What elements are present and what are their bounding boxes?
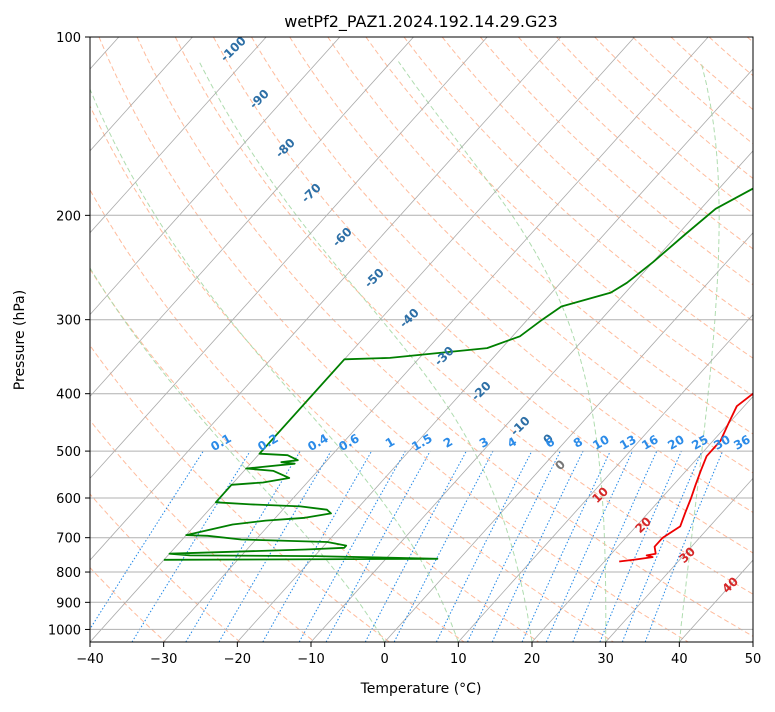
moist-adiabat-line bbox=[398, 62, 605, 643]
mixing-ratio-line bbox=[645, 451, 723, 642]
mixing-ratio-line bbox=[132, 451, 250, 642]
mixing-ratio-label: 0.4 bbox=[305, 431, 330, 454]
x-tick-label: −20 bbox=[224, 652, 251, 667]
dry-adiabat-line bbox=[0, 37, 389, 642]
y-tick-label: 100 bbox=[56, 31, 81, 46]
mixing-ratio-label: 20 bbox=[665, 432, 686, 452]
y-tick-label: 1000 bbox=[48, 623, 81, 638]
dry-adiabat-label: -100 bbox=[218, 34, 249, 65]
y-tick-label: 500 bbox=[56, 445, 81, 460]
mixing-ratio-line bbox=[326, 451, 430, 642]
isotherm-line bbox=[458, 37, 775, 642]
line-labels-layer: -100-90-80-70-60-50-40-30-20-10010203040… bbox=[208, 34, 752, 596]
dry-adiabat-line bbox=[442, 37, 775, 642]
mixing-ratio-label: 1 bbox=[383, 434, 397, 450]
x-tick-label: 10 bbox=[450, 652, 467, 667]
mixing-ratio-label: 10 bbox=[590, 432, 611, 452]
isotherm-line bbox=[532, 37, 775, 642]
isotherm-line bbox=[0, 37, 193, 642]
mixing-ratio-label: 25 bbox=[689, 432, 710, 452]
y-tick-label: 600 bbox=[56, 492, 81, 507]
x-tick-label: 0 bbox=[381, 652, 389, 667]
isotherm-line bbox=[753, 37, 775, 642]
dry-adiabat-label: -40 bbox=[397, 306, 422, 331]
y-tick-label: 400 bbox=[56, 388, 81, 403]
y-tick-label: 800 bbox=[56, 566, 81, 581]
mixing-ratio-label: 8 bbox=[571, 434, 585, 450]
mixing-ratio-label: 13 bbox=[617, 432, 638, 452]
dewpoint-profile-line bbox=[164, 37, 775, 560]
mixing-ratio-line bbox=[573, 451, 657, 642]
dry-adiabat-label: -60 bbox=[330, 225, 355, 250]
profile-series-layer bbox=[164, 37, 775, 562]
x-tick-label: 30 bbox=[597, 652, 614, 667]
mixing-ratio-label: 2 bbox=[441, 434, 455, 450]
zero-label: 0 bbox=[552, 457, 568, 473]
mixing-ratio-line bbox=[546, 451, 632, 642]
mixing-ratio-line bbox=[82, 451, 204, 642]
isotherm-line bbox=[385, 37, 775, 642]
dry-adiabat-label: -70 bbox=[299, 181, 324, 206]
mixing-ratio-line bbox=[492, 451, 583, 642]
y-tick-label: 900 bbox=[56, 596, 81, 611]
dry-adiabat-line bbox=[633, 37, 775, 642]
mixing-ratio-label: 1.5 bbox=[409, 431, 434, 454]
dry-adiabat-label: -20 bbox=[469, 379, 494, 404]
moist-adiabat-label: 30 bbox=[676, 544, 698, 566]
x-axis-label: Temperature (°C) bbox=[360, 681, 482, 697]
x-tick-label: 50 bbox=[745, 652, 762, 667]
dry-adiabat-label: -30 bbox=[432, 344, 457, 369]
pressure-gridlines bbox=[90, 37, 753, 629]
x-tick-label: 40 bbox=[671, 652, 688, 667]
dry-adiabat-label: -50 bbox=[362, 266, 387, 291]
x-tick-label: −10 bbox=[297, 652, 324, 667]
mixing-ratio-line bbox=[299, 451, 405, 642]
mixing-ratio-line bbox=[522, 451, 610, 642]
mixing-ratio-line bbox=[365, 451, 466, 642]
dry-adiabat-line bbox=[747, 37, 775, 642]
plot-frame bbox=[90, 37, 753, 642]
chart-title: wetPf2_PAZ1.2024.192.14.29.G23 bbox=[284, 12, 558, 32]
x-tick-label: −30 bbox=[150, 652, 177, 667]
isotherm-line bbox=[90, 37, 635, 642]
mixing-ratio-label: 16 bbox=[639, 432, 660, 452]
moist-adiabat-line bbox=[79, 62, 458, 643]
dry-adiabat-label: -80 bbox=[273, 136, 298, 161]
dry-adiabat-line bbox=[0, 37, 240, 642]
dry-adiabat-label: -90 bbox=[247, 87, 272, 112]
isotherm-line bbox=[16, 37, 561, 642]
background-grid-layer bbox=[0, 37, 775, 642]
isotherm-line bbox=[0, 37, 414, 642]
x-tick-label: 20 bbox=[524, 652, 541, 667]
temperature-profile-line bbox=[619, 37, 775, 562]
moist-adiabat-label: 10 bbox=[589, 484, 611, 506]
mixing-ratio-label: 0.1 bbox=[208, 431, 233, 454]
x-tick-label: −40 bbox=[76, 652, 103, 667]
moist-adiabat-label: 20 bbox=[632, 514, 654, 536]
dry-adiabat-line bbox=[328, 37, 775, 642]
dry-adiabat-line bbox=[709, 37, 775, 642]
y-tick-label: 300 bbox=[56, 314, 81, 329]
y-tick-label: 200 bbox=[56, 209, 81, 224]
dry-adiabat-line bbox=[518, 37, 775, 642]
mixing-ratio-label: 36 bbox=[731, 432, 752, 452]
mixing-ratio-line bbox=[394, 451, 493, 642]
isotherm-line bbox=[311, 37, 775, 642]
mixing-ratio-label: 6 bbox=[543, 434, 557, 450]
mixing-ratio-label: 0.6 bbox=[336, 431, 361, 454]
mixing-ratio-label: 3 bbox=[477, 434, 491, 450]
y-axis-label: Pressure (hPa) bbox=[12, 290, 28, 390]
y-tick-label: 700 bbox=[56, 532, 81, 547]
mixing-ratio-label: 30 bbox=[711, 432, 732, 452]
dry-adiabat-line bbox=[61, 37, 614, 642]
dry-adiabat-line bbox=[557, 37, 775, 642]
